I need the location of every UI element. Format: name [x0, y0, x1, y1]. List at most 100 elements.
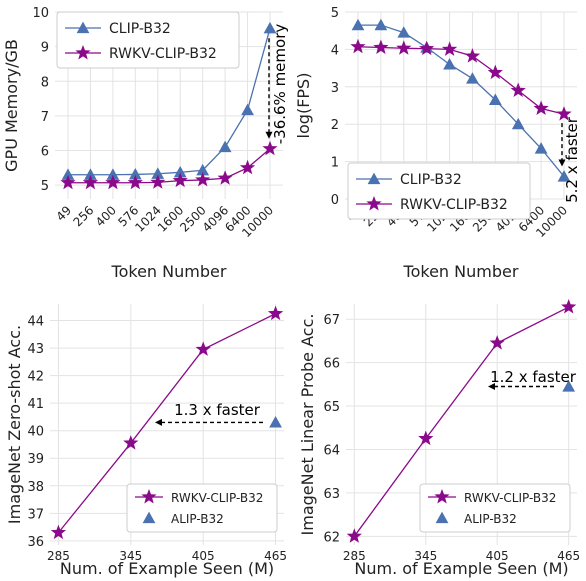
x-tick-label: 345	[414, 549, 437, 563]
y-tick-label: 10	[32, 6, 49, 21]
star-marker	[127, 174, 143, 190]
star-marker	[533, 100, 549, 115]
y-tick-label: 42	[27, 370, 44, 385]
legend-box	[347, 162, 531, 220]
triangle-marker	[511, 117, 525, 130]
triangle-marker	[557, 170, 571, 182]
star-marker	[464, 48, 481, 63]
arrow-head	[155, 418, 162, 426]
y-tick-label: 41	[27, 397, 44, 412]
y-tick-label: 67	[323, 313, 340, 328]
y-tick-label: 44	[27, 315, 44, 330]
y-tick-label: 66	[323, 357, 340, 372]
y-axis-label: ImageNet Zero-shot Acc.	[5, 325, 24, 524]
y-tick-label: 0	[331, 193, 339, 208]
x-tick-label: 400	[93, 203, 119, 229]
triangle-marker	[466, 72, 479, 84]
star-marker	[489, 335, 505, 350]
triangle-marker	[196, 163, 210, 176]
x-tick-label: 465	[264, 549, 287, 563]
x-tick-label: 285	[343, 549, 366, 563]
star-marker	[217, 170, 233, 185]
x-tick-label: 465	[557, 549, 580, 563]
triangle-marker	[562, 380, 576, 392]
star-marker	[346, 528, 362, 543]
legend-star-marker	[141, 489, 157, 504]
series-clip-b32	[61, 21, 277, 180]
legend-label: ALIP-B32	[171, 512, 224, 526]
annotation-label: 1.3 x faster	[174, 401, 261, 419]
y-axis-label: GPU Memory/GB	[2, 39, 21, 172]
y-tick-label: 7	[41, 110, 49, 125]
series-alip-b32	[269, 416, 282, 428]
y-tick-label: 9	[41, 41, 49, 56]
y-tick-label: 63	[323, 487, 340, 502]
triangle-marker	[263, 21, 277, 34]
legend-box	[419, 483, 571, 533]
legend-triangle-marker	[142, 511, 156, 524]
triangle-marker	[269, 416, 282, 428]
triangle-marker	[241, 103, 254, 116]
triangle-marker	[173, 165, 187, 178]
fps-chart: 0123454925640057610241600250040966400100…	[294, 6, 581, 281]
star-marker	[419, 40, 435, 56]
arrow-head	[558, 159, 566, 167]
series-line	[358, 24, 565, 177]
triangle-marker	[61, 168, 75, 180]
y-tick-label: 6	[41, 145, 49, 160]
series-line	[68, 28, 271, 176]
series-line	[68, 148, 271, 184]
star-marker	[396, 40, 412, 55]
y-tick-label: 5	[41, 179, 49, 194]
y-tick-label: 62	[323, 530, 340, 545]
x-tick-label: 285	[47, 549, 70, 563]
triangle-marker	[488, 93, 502, 105]
legend: CLIP-B32 RWKV-CLIP-B32	[56, 11, 240, 69]
series-line	[357, 46, 565, 115]
star-marker	[441, 41, 458, 56]
y-tick-label: 36	[27, 535, 44, 550]
legend-label: RWKV-CLIP-B32	[109, 46, 217, 62]
legend-label: RWKV-CLIP-B32	[400, 197, 508, 213]
annotation-label: 5.2 x faster	[563, 116, 581, 203]
x-tick-label: 256	[70, 203, 96, 229]
annotation: 1.2 x faster	[488, 368, 577, 391]
annotation-label: -36.6% memory	[271, 24, 289, 145]
legend-triangle-marker	[76, 21, 90, 34]
star-marker	[373, 39, 389, 54]
triangle-marker	[128, 168, 142, 180]
y-tick-label: 1	[331, 156, 339, 171]
triangle-marker	[106, 168, 120, 180]
star-marker	[418, 430, 434, 446]
triangle-marker	[151, 167, 165, 179]
star-marker	[150, 174, 166, 189]
triangle-marker	[534, 142, 548, 154]
series-clip-b32	[351, 18, 571, 182]
triangle-marker	[351, 18, 365, 31]
star-marker	[172, 172, 188, 188]
y-tick-label: 8	[41, 75, 49, 90]
y-tick-label: 2	[331, 118, 339, 133]
y-axis-label: log(FPS)	[294, 73, 313, 139]
star-marker	[195, 341, 211, 356]
legend-triangle-marker	[367, 172, 381, 185]
x-axis-label: Token Number	[403, 262, 519, 281]
star-marker	[262, 140, 278, 156]
star-marker	[195, 172, 211, 187]
y-tick-label: 39	[27, 452, 44, 467]
y-axis-label: ImageNet Linear Probe Acc.	[298, 314, 317, 536]
y-tick-label: 65	[323, 400, 340, 415]
triangle-marker	[218, 140, 232, 153]
gpu-memory-chart: 5678910492564005761024160025004096640010…	[2, 6, 289, 281]
star-marker	[60, 174, 76, 190]
legend-label: CLIP-B32	[109, 21, 171, 37]
star-marker	[350, 38, 366, 54]
legend-box	[126, 483, 278, 533]
series-rwkv-clip-b32	[60, 140, 278, 190]
legend-label: RWKV-CLIP-B32	[171, 491, 263, 505]
legend-star-marker	[434, 489, 450, 504]
triangle-marker	[374, 18, 388, 31]
